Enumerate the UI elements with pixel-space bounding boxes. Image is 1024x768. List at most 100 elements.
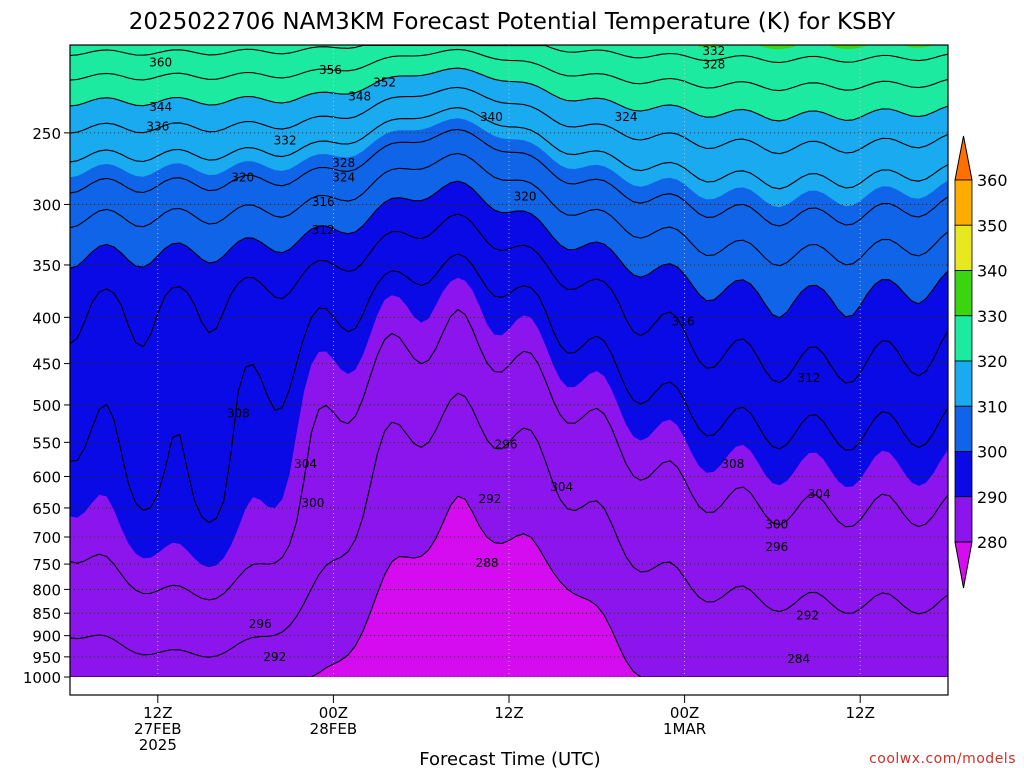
colorbar-segment (954, 496, 973, 543)
contour-label: 296 (495, 437, 518, 451)
y-tick-label: 250 (32, 125, 61, 143)
chart-title: 2025022706 NAM3KM Forecast Potential Tem… (129, 9, 896, 35)
y-tick-label: 400 (32, 309, 61, 327)
contour-label: 332 (702, 44, 725, 58)
colorbar-label: 360 (977, 171, 1008, 190)
contour-label: 348 (348, 90, 371, 104)
x-tick-label: 1MAR (663, 720, 706, 738)
contour-label: 296 (249, 617, 272, 631)
colorbar-segment (954, 315, 973, 362)
x-tick-label: 2025 (139, 736, 177, 754)
contour-label: 312 (798, 371, 821, 385)
contour-label: 292 (796, 609, 819, 623)
colorbar-label: 330 (977, 307, 1008, 326)
colorbar-label: 320 (977, 352, 1008, 371)
isentrope-300 (70, 180, 948, 319)
x-tick-label: 00Z (670, 704, 699, 722)
y-tick-label: 350 (32, 257, 61, 275)
isentrope-312 (70, 107, 948, 190)
pressure-axis: 250 300 350 400 450 500 550 600 650 700 750 800 850 9… (23, 125, 70, 687)
colorbar-label: 350 (977, 216, 1008, 235)
x-tick-label: 00Z (319, 704, 348, 722)
isentrope-328 (70, 45, 948, 64)
contour-label: 304 (808, 487, 831, 501)
y-tick-label: 850 (32, 605, 61, 623)
x-tick-label: 28FEB (310, 720, 357, 738)
contour-label: 336 (146, 120, 169, 134)
colorbar-segment (954, 360, 973, 407)
y-tick-label: 950 (32, 649, 61, 667)
contour-label: 304 (294, 457, 317, 471)
contour-labels: 3603563523483443403363323323283243283243… (146, 44, 831, 666)
grid-lines (70, 45, 948, 677)
x-tick-label: 12Z (846, 704, 875, 722)
terrain-ground (70, 677, 948, 697)
contour-label: 320 (514, 190, 537, 204)
contour-label: 328 (332, 156, 355, 170)
isentrope-316 (70, 86, 948, 155)
isentrope-304 (70, 152, 948, 267)
y-tick-label: 450 (32, 356, 61, 374)
y-tick-label: 800 (32, 581, 61, 599)
y-tick-label: 650 (32, 500, 61, 518)
contour-label: 288 (476, 556, 499, 570)
contour-label: 356 (319, 63, 342, 77)
isentrope-280 (70, 495, 948, 677)
contour-label: 292 (479, 492, 502, 506)
x-tick-label: 27FEB (134, 720, 181, 738)
colorbar: 360 350 340 330 320 310 300 290 280 (954, 135, 1008, 589)
contour-label: 324 (332, 170, 355, 184)
colorbar-label: 340 (977, 262, 1008, 281)
colorbar-segment (954, 405, 973, 452)
contour-label: 300 (765, 517, 788, 531)
colorbar-label: 280 (977, 533, 1008, 552)
credit-text: coolwx.com/models (869, 751, 1016, 767)
colorbar-bottom-arrow (954, 541, 973, 589)
contour-label: 344 (149, 100, 172, 114)
y-tick-label: 700 (32, 529, 61, 547)
y-tick-label: 550 (32, 434, 61, 452)
contour-label: 328 (702, 57, 725, 71)
contour-label: 316 (672, 314, 695, 328)
contour-label: 292 (263, 650, 286, 664)
colorbar-segment (954, 270, 973, 317)
contour-label: 332 (274, 134, 297, 148)
band-lt280 (70, 496, 948, 677)
contour-label: 304 (550, 480, 573, 494)
isentrope-284 (70, 392, 948, 658)
contour-label: 340 (480, 110, 503, 124)
y-tick-label: 1000 (23, 669, 61, 687)
contour-label: 284 (787, 652, 810, 666)
x-tick-label: 12Z (143, 704, 172, 722)
contour-label: 308 (721, 457, 744, 471)
y-tick-label: 600 (32, 469, 61, 487)
isentrope-324 (70, 48, 948, 92)
contour-label: 320 (231, 170, 254, 184)
y-tick-label: 900 (32, 628, 61, 646)
colorbar-label: 300 (977, 443, 1008, 462)
contour-label: 316 (312, 195, 335, 209)
isentrope-308 (70, 128, 948, 227)
colorbar-segment (954, 179, 973, 226)
contour-label: 352 (373, 76, 396, 90)
colorbar-top-arrow (954, 135, 973, 181)
contour-label: 308 (227, 406, 250, 420)
contour-label: 296 (765, 540, 788, 554)
plot-area: 3603563523483443403363323323283243283243… (70, 44, 948, 697)
colorbar-label: 290 (977, 488, 1008, 507)
color-fill-bands (70, 45, 948, 677)
x-tick-label: 12Z (494, 704, 523, 722)
contour-label: 360 (149, 56, 172, 70)
contour-label: 312 (312, 223, 335, 237)
contour-label: 324 (615, 110, 638, 124)
colorbar-segment (954, 224, 973, 271)
colorbar-segment (954, 451, 973, 498)
contour-label: 300 (301, 496, 324, 510)
y-tick-label: 750 (32, 556, 61, 574)
y-tick-label: 500 (32, 397, 61, 415)
colorbar-label: 310 (977, 397, 1008, 416)
isentrope-lines (70, 45, 948, 677)
y-tick-label: 300 (32, 196, 61, 214)
